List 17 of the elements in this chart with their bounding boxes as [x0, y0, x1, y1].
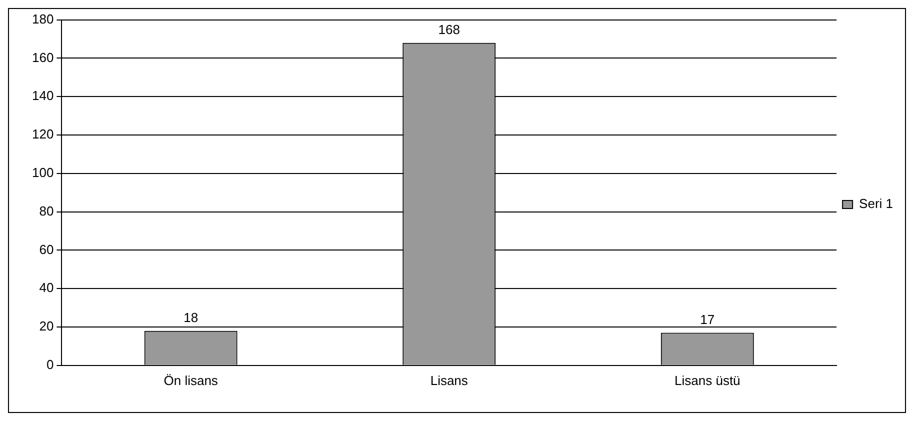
y-tick-label: 80 [39, 203, 54, 218]
x-tick-label: Lisans [430, 372, 468, 388]
y-tick-label: 0 [46, 356, 54, 372]
x-tick-label: Ön lisans [164, 372, 218, 388]
y-tick-label: 120 [32, 126, 54, 142]
y-tick-label: 60 [39, 242, 54, 257]
y-tick-label: 100 [32, 164, 54, 180]
data-label: 17 [700, 312, 715, 327]
y-tick-label: 180 [32, 11, 54, 26]
y-tick-label: 160 [32, 50, 54, 65]
y-tick-label: 140 [32, 88, 54, 104]
data-label: 168 [438, 22, 460, 37]
legend-label: Seri 1 [859, 196, 894, 212]
y-tick-label: 40 [39, 280, 54, 296]
y-tick-label: 20 [39, 318, 54, 334]
data-label: 18 [184, 310, 198, 325]
x-tick-label: Lisans üstü [674, 372, 740, 388]
